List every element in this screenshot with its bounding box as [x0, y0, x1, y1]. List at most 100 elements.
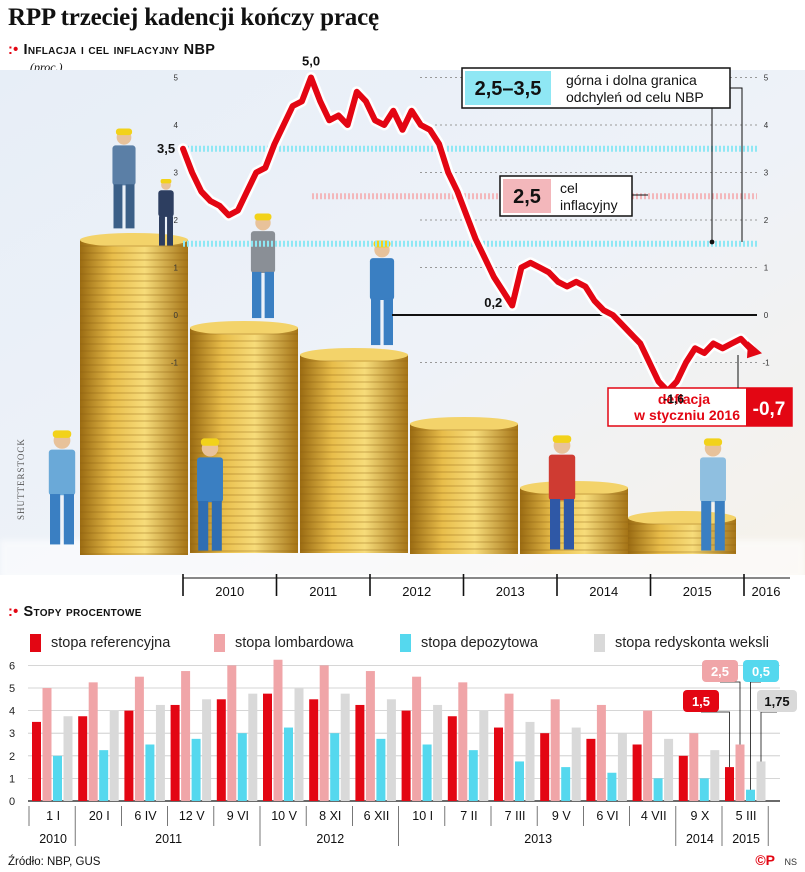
inflation-tick-left: 2	[174, 216, 179, 225]
worker-helmet	[373, 240, 391, 248]
rates-category-label: 9 VI	[227, 809, 249, 823]
final-label-connector	[720, 681, 741, 745]
bar-rediscount	[294, 688, 304, 801]
final-label-value: 0,5	[752, 664, 770, 679]
year-label: 2010	[215, 584, 244, 599]
rates-x-axis: 1 I 20 I 6 IV 12 V 9 VI 10 V 8 XI 6 XII 10 I 7 II…	[28, 806, 769, 846]
legend-item-rediscount: stopa redyskonta weksli	[594, 633, 769, 653]
bar-rediscount	[433, 704, 443, 801]
year-label: 2011	[309, 584, 337, 599]
bar-reference	[124, 710, 134, 801]
bar-rediscount	[202, 699, 212, 801]
worker-body	[548, 454, 576, 501]
worker-body	[48, 449, 76, 496]
worker-leg	[550, 499, 561, 550]
rates-category-label: 10 V	[271, 809, 297, 823]
rates-tick-label: 0	[9, 796, 15, 808]
bar-lombard	[42, 688, 52, 801]
final-label-box	[757, 690, 797, 712]
band-value-box	[465, 71, 551, 105]
rates-category-label: 1 I	[46, 809, 60, 823]
worker-figure	[48, 430, 76, 545]
inflation-tick-right: 5	[764, 74, 769, 83]
bar-rediscount	[756, 761, 766, 801]
inflation-x-axis: 2010 2011 2012 2013 2014 2015 2016	[182, 574, 790, 599]
bar-rediscount	[63, 716, 73, 801]
bar-rediscount	[248, 693, 258, 801]
inflation-tick-right: 2	[764, 216, 769, 225]
bar-rediscount	[710, 750, 720, 801]
page-title: RPP trzeciej kadencji kończy pracę	[8, 4, 379, 31]
worker-body	[250, 231, 276, 273]
deflation-value-box	[746, 388, 792, 426]
worker-leg	[159, 216, 165, 246]
worker-leg	[371, 298, 381, 346]
bar-lombard	[227, 665, 237, 801]
band-connector	[730, 87, 743, 242]
inflation-tick-right: 4	[764, 121, 769, 130]
bar-lombard	[365, 671, 375, 801]
inflation-section-title: :• Inflacja i cel inflacyjny NBP	[8, 42, 216, 58]
target-text-1: cel	[560, 180, 578, 196]
bar-lombard	[412, 676, 422, 801]
worker-leg	[211, 501, 222, 551]
bar-reference	[355, 704, 365, 801]
inflation-value-labels: 3,5 5,0 0,2 -1,6	[157, 54, 684, 407]
bar-reference	[401, 710, 411, 801]
year-label: 2013	[496, 584, 525, 599]
worker-figure	[158, 179, 174, 246]
bar-rediscount	[617, 733, 627, 801]
worker-body	[197, 457, 223, 503]
bar-lombard	[181, 671, 191, 801]
bar-deposit	[376, 738, 386, 801]
coin-stack	[410, 424, 518, 554]
rates-category-label: 5 III	[736, 809, 757, 823]
bar-lombard	[596, 704, 606, 801]
deflation-text-2: w styczniu 2016	[633, 407, 740, 423]
coin-stack	[300, 355, 408, 553]
bar-deposit	[191, 738, 201, 801]
target-text-2: inflacyjny	[560, 197, 618, 213]
rates-tick-label: 1	[9, 773, 15, 785]
bar-lombard	[134, 676, 144, 801]
worker-body	[112, 145, 136, 186]
bar-rediscount	[525, 721, 535, 801]
bar-deposit	[561, 767, 571, 801]
year-label: 2012	[402, 584, 431, 599]
bar-reference	[494, 727, 503, 801]
bar-rediscount	[479, 710, 489, 801]
rates-category-label: 9 X	[691, 809, 710, 823]
rates-bars	[32, 659, 766, 801]
target-value: 2,5	[513, 186, 541, 208]
deflation-text-1: deflacja	[658, 391, 710, 407]
peak-value-label: 5,0	[302, 54, 320, 69]
bar-deposit	[653, 778, 663, 801]
inflation-tick-right: 1	[764, 264, 769, 273]
worker-leg	[63, 494, 74, 545]
rates-category-label: 10 I	[412, 809, 433, 823]
rates-category-label: 9 V	[552, 809, 571, 823]
final-label-value: 1,75	[764, 694, 789, 709]
bar-deposit	[99, 750, 109, 801]
final-label-value: 2,5	[711, 664, 729, 679]
inflation-tick-left: 3	[174, 169, 179, 178]
bar-deposit	[284, 727, 293, 801]
brand-logo: ©P	[755, 852, 775, 868]
worker-helmet	[552, 435, 572, 443]
band-text-2: odchyleń od celu NBP	[566, 89, 704, 105]
bar-lombard	[458, 682, 468, 801]
worker-leg	[264, 271, 274, 319]
start-value-label: 3,5	[157, 141, 175, 156]
rates-category-label: 6 IV	[134, 809, 157, 823]
legend-swatch	[30, 634, 41, 652]
bar-reference	[263, 693, 272, 801]
inflation-tick-right: 0	[764, 311, 769, 320]
rates-year-label: 2015	[732, 832, 760, 846]
coin-stack	[80, 240, 188, 555]
source-note: Źródło: NBP, GUS	[8, 856, 101, 868]
rates-year-label: 2011	[155, 832, 182, 846]
final-label-connector	[760, 711, 777, 762]
year-label: 2014	[589, 584, 618, 599]
rates-year-label: 2013	[524, 832, 552, 846]
bar-rediscount	[109, 710, 119, 801]
